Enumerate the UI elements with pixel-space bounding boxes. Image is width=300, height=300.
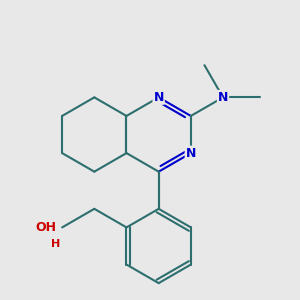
Text: H: H: [51, 238, 61, 248]
Text: N: N: [154, 91, 164, 104]
Text: N: N: [218, 91, 228, 104]
Text: OH: OH: [35, 221, 56, 234]
Text: N: N: [186, 147, 196, 160]
